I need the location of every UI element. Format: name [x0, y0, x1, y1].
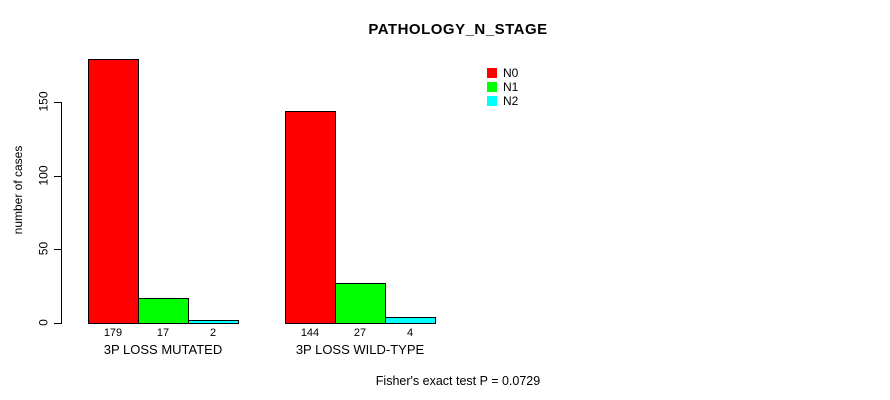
- legend-swatch-n0: [487, 68, 497, 78]
- bar-value-label: 17: [156, 327, 170, 339]
- bar-value-label: 179: [103, 327, 123, 339]
- bar-n1-2: [335, 283, 386, 324]
- y-axis-tick: [54, 323, 61, 324]
- y-axis-tick: [54, 249, 61, 251]
- bar-n2-2: [385, 317, 436, 324]
- category-label-2: 3P LOSS WILD-TYPE: [295, 342, 425, 357]
- legend-item-n0: N0: [487, 66, 518, 80]
- y-axis-label: number of cases: [11, 145, 25, 235]
- legend-label: N2: [503, 94, 519, 108]
- y-axis-line: [61, 102, 62, 324]
- y-axis-tick-label: 50: [36, 242, 51, 256]
- bar-value-label: 4: [406, 327, 414, 339]
- legend-swatch-n1: [487, 82, 497, 92]
- category-label-1: 3P LOSS MUTATED: [103, 342, 223, 357]
- annotation-fisher-test: Fisher's exact test P = 0.0729: [375, 374, 541, 388]
- y-axis-tick-label: 0: [36, 319, 51, 326]
- bar-n0-1: [88, 59, 139, 324]
- bar-value-label: 144: [300, 327, 320, 339]
- chart-title: PATHOLOGY_N_STAGE: [368, 21, 548, 38]
- bar-n0-2: [285, 111, 336, 324]
- legend-swatch-n2: [487, 96, 497, 106]
- bar-n1-1: [138, 298, 189, 324]
- legend-item-n1: N1: [487, 80, 518, 94]
- legend: N0 N1 N2: [487, 66, 518, 108]
- y-axis-tick: [54, 175, 61, 177]
- legend-label: N0: [503, 66, 519, 80]
- legend-item-n2: N2: [487, 94, 518, 108]
- bar-value-label: 2: [209, 327, 217, 339]
- y-axis-tick: [54, 102, 61, 103]
- y-axis-tick-label: 100: [36, 165, 51, 186]
- legend-label: N1: [503, 80, 519, 94]
- bar-value-label: 27: [353, 327, 367, 339]
- y-axis-tick-label: 150: [36, 91, 51, 112]
- bar-n2-1: [188, 320, 239, 324]
